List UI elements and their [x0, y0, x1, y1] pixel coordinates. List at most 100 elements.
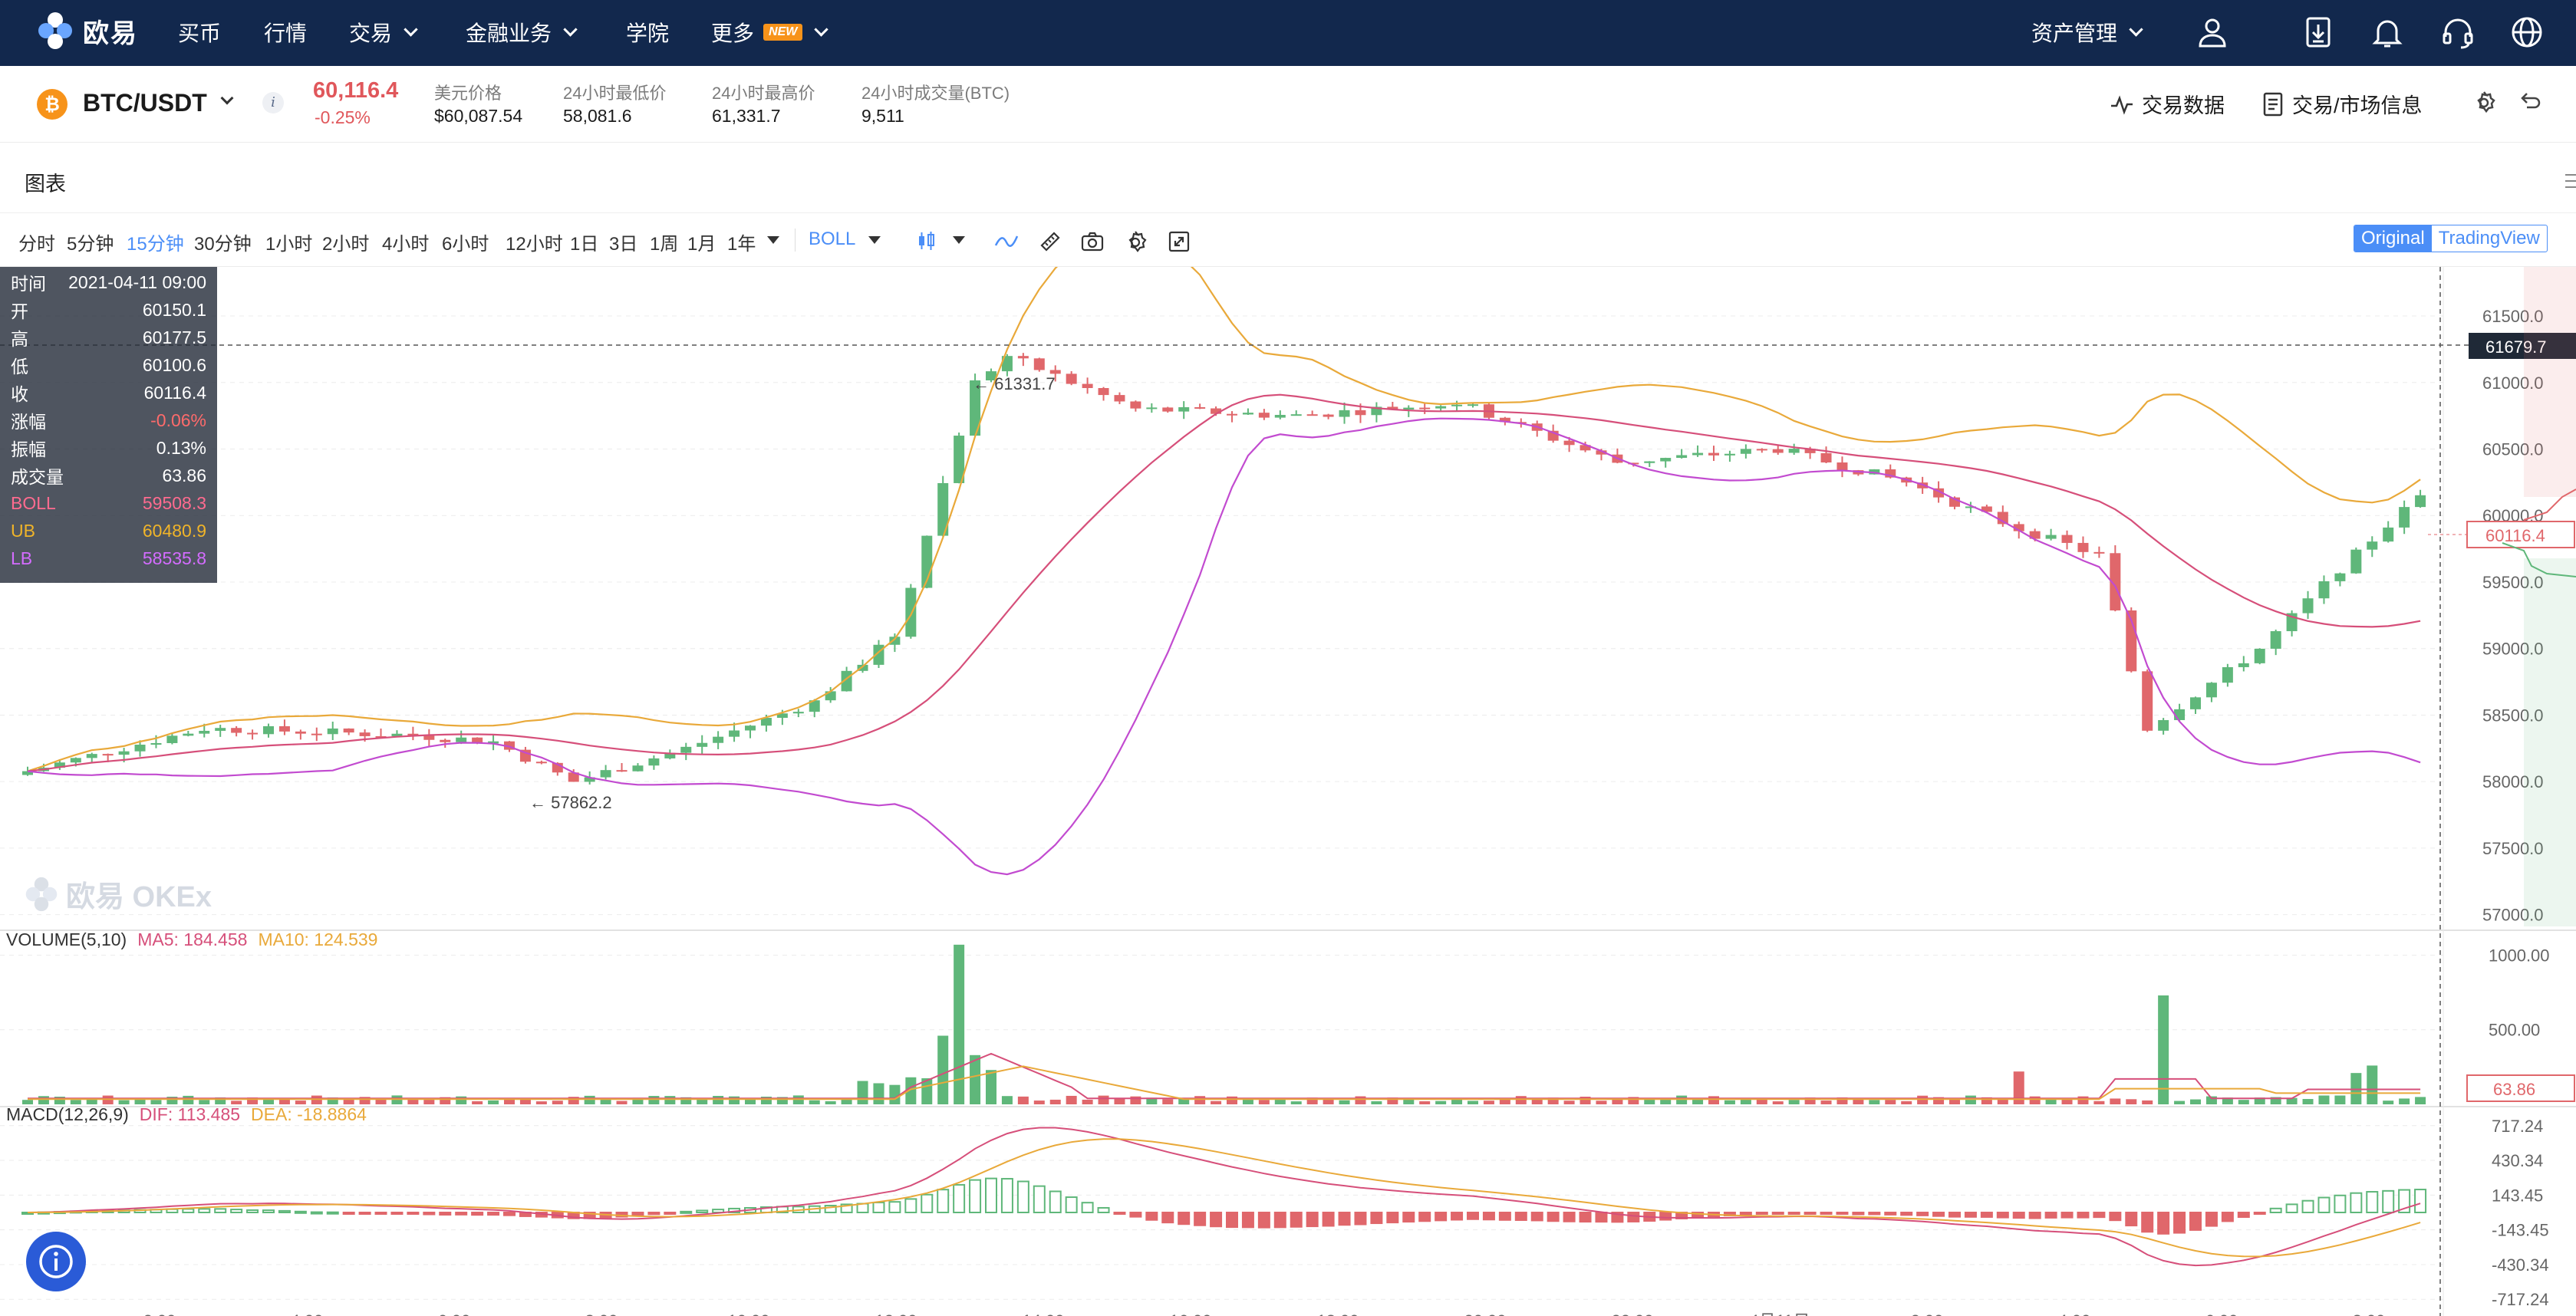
caret-down-icon[interactable]: [767, 236, 779, 244]
nav-academy[interactable]: 学院: [626, 17, 669, 48]
nav-trade[interactable]: 交易: [349, 17, 418, 48]
globe-icon[interactable]: [2508, 14, 2545, 51]
interval-6[interactable]: 4小时: [382, 234, 430, 255]
ruler-icon[interactable]: [1039, 230, 1062, 253]
info-row: 振幅 0.13%: [11, 434, 206, 462]
nav-more[interactable]: 更多 NEW: [711, 17, 829, 48]
indicator-line-icon[interactable]: [994, 230, 1019, 252]
bell-icon[interactable]: [2369, 14, 2406, 51]
macd-histogram-bar: [1049, 1190, 1062, 1214]
user-icon[interactable]: [2194, 14, 2231, 51]
macd-histogram-bar: [1755, 1212, 1768, 1215]
volume-bar: [809, 1100, 820, 1104]
info-row-label: 时间: [11, 274, 46, 294]
nav-label: 交易: [349, 21, 393, 45]
interval-4[interactable]: 1小时: [265, 234, 313, 255]
macd-histogram-bar: [664, 1212, 677, 1215]
interval-0[interactable]: 分时: [18, 234, 55, 255]
headset-icon[interactable]: [2439, 14, 2476, 51]
interval-8[interactable]: 12小时: [506, 234, 563, 255]
caret-down-icon[interactable]: [868, 236, 881, 244]
volume-bar: [1258, 1100, 1270, 1104]
candle-body: [150, 742, 162, 745]
macd-histogram-bar: [455, 1212, 468, 1216]
info-help-button[interactable]: [26, 1232, 86, 1291]
chevron-down-icon[interactable]: [220, 91, 234, 105]
time-axis-label: 12:00: [875, 1311, 917, 1316]
macd-histogram-bar: [2269, 1207, 2282, 1214]
interval-9[interactable]: 1日: [570, 234, 599, 255]
settings-gear-icon[interactable]: [2472, 90, 2496, 115]
nav-label: 行情: [264, 21, 308, 45]
trade-data-button[interactable]: 交易数据: [2110, 89, 2225, 119]
volume-bar: [1162, 1099, 1174, 1104]
macd-axis-tick: -430.34: [2492, 1255, 2549, 1275]
volume-bar: [1804, 1097, 1816, 1104]
candle-body: [1836, 462, 1848, 471]
volume-bar: [1468, 1101, 1478, 1104]
logo[interactable]: 欧易: [35, 11, 138, 51]
volume-bar: [1788, 1100, 1800, 1104]
indicator-selector[interactable]: BOLL: [809, 229, 856, 249]
interval-5[interactable]: 2小时: [322, 234, 370, 255]
volume-bar: [1901, 1101, 1912, 1104]
camera-icon[interactable]: [1080, 230, 1105, 253]
volume-bar: [729, 1096, 740, 1104]
interval-2[interactable]: 15分钟: [127, 234, 184, 255]
macd-histogram-bar: [2382, 1189, 2395, 1213]
caret-down-icon[interactable]: [953, 236, 965, 244]
interval-1[interactable]: 5分钟: [67, 234, 114, 255]
interval-12[interactable]: 1月: [687, 234, 716, 255]
macd-histogram-bar: [921, 1193, 934, 1213]
candle-type-icon[interactable]: [916, 230, 937, 252]
macd-histogram-bar: [2301, 1199, 2314, 1214]
candlestick-chart[interactable]: 61500.061000.060500.060000.059500.059000…: [0, 267, 2576, 1316]
macd-histogram-bar: [390, 1212, 404, 1215]
pair-selector[interactable]: BTC/USDT: [83, 89, 207, 117]
volume-bar: [1692, 1099, 1704, 1104]
volume-bar: [519, 1099, 531, 1104]
macd-histogram-bar: [2157, 1212, 2170, 1235]
macd-histogram-bar: [1627, 1212, 1640, 1222]
nav-buy-crypto[interactable]: 买币: [178, 17, 221, 48]
candle-body: [1066, 373, 1077, 384]
interval-13[interactable]: 1年: [727, 234, 756, 255]
volume-bar: [2383, 1101, 2394, 1104]
chevron-down-icon: [563, 21, 578, 37]
interval-7[interactable]: 6小时: [442, 234, 489, 255]
price-axis-tick: 58000.0: [2482, 772, 2544, 791]
chart-settings-icon[interactable]: [1123, 230, 1148, 255]
nav-markets[interactable]: 行情: [264, 17, 307, 48]
view-tradingview-button[interactable]: TradingView: [2438, 228, 2540, 248]
macd-axis-tick: -143.45: [2492, 1221, 2549, 1240]
candle-body: [215, 728, 226, 731]
macd-histogram-bar: [230, 1209, 243, 1213]
interval-11[interactable]: 1周: [650, 234, 679, 255]
volume-bar: [680, 1097, 692, 1104]
download-icon[interactable]: [2300, 14, 2337, 51]
interval-10[interactable]: 3日: [609, 234, 638, 255]
candle-body: [2270, 631, 2281, 649]
volume-bar: [632, 1097, 644, 1104]
candle-body: [504, 741, 515, 750]
panel-menu-icon[interactable]: [2562, 170, 2576, 193]
watermark-logo-icon: [25, 877, 58, 911]
volume-bar: [1853, 1099, 1864, 1104]
undo-icon[interactable]: [2518, 90, 2542, 115]
volume-bar: [2126, 1099, 2137, 1104]
volume-bar: [1451, 1097, 1463, 1104]
market-info-button[interactable]: 交易/市场信息: [2261, 89, 2423, 119]
volume-bar: [375, 1099, 387, 1104]
nav-finance[interactable]: 金融业务: [466, 17, 578, 48]
volume-bar: [745, 1097, 756, 1104]
volume-bar: [2093, 1101, 2105, 1104]
asset-management-menu[interactable]: 资产管理: [2031, 17, 2143, 48]
interval-3[interactable]: 30分钟: [194, 234, 252, 255]
info-icon[interactable]: i: [262, 92, 284, 114]
volume-bar: [954, 944, 965, 1104]
ask-depth-shade: [2524, 267, 2576, 497]
view-original-button[interactable]: Original: [2354, 225, 2432, 252]
volume-bar: [2110, 1098, 2121, 1104]
fullscreen-icon[interactable]: [1168, 230, 1191, 253]
macd-histogram-bar: [1161, 1212, 1174, 1224]
